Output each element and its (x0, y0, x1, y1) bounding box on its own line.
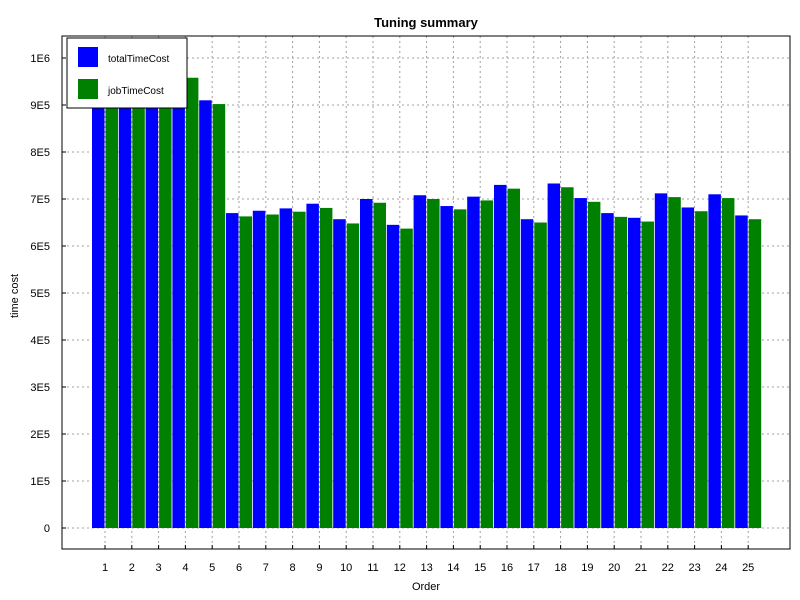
x-tick-label: 14 (447, 562, 459, 574)
x-tick-label: 5 (209, 562, 215, 574)
bar-jobtimecost-25 (748, 219, 762, 528)
bar-jobtimecost-11 (373, 202, 386, 528)
bar-jobtimecost-5 (212, 104, 226, 528)
bar-totaltimecost-7 (252, 210, 266, 528)
x-tick-label: 25 (742, 562, 754, 574)
y-tick-label: 6E5 (30, 241, 50, 253)
legend-label-jobtimecost: jobTimeCost (107, 86, 164, 97)
bar-totaltimecost-23 (681, 207, 695, 528)
bar-totaltimecost-14 (440, 206, 453, 529)
bar-jobtimecost-6 (239, 216, 252, 528)
bar-totaltimecost-9 (306, 203, 319, 528)
y-tick-label: 2E5 (30, 429, 50, 441)
plot-frame (61, 35, 791, 550)
bar-totaltimecost-15 (467, 196, 480, 528)
bar-jobtimecost-14 (453, 209, 467, 528)
bar-jobtimecost-12 (400, 228, 413, 529)
bar-jobtimecost-7 (266, 214, 279, 528)
legend-label-totaltimecost: totalTimeCost (108, 54, 170, 65)
bar-jobtimecost-23 (695, 211, 708, 528)
bar-jobtimecost-20 (614, 216, 628, 529)
x-tick-label: 17 (528, 562, 540, 574)
bar-totaltimecost-4 (172, 83, 185, 528)
bar-totaltimecost-18 (547, 183, 561, 529)
x-tick-label: 20 (608, 562, 620, 574)
x-tick-label: 18 (554, 562, 566, 574)
x-tick-label: 15 (474, 562, 486, 574)
x-tick-label: 10 (340, 562, 352, 574)
bar-jobtimecost-17 (534, 222, 547, 528)
x-tick-label: 23 (688, 562, 700, 574)
bar-totaltimecost-1 (92, 95, 105, 528)
x-axis-label: Order (412, 581, 440, 593)
y-tick-label: 0 (44, 523, 50, 535)
y-tick-label: 4E5 (30, 335, 50, 347)
y-tick-label: 1E5 (30, 476, 50, 488)
x-tick-label: 8 (290, 562, 296, 574)
bar-totaltimecost-8 (279, 208, 293, 528)
bar-jobtimecost-16 (507, 188, 520, 528)
x-tick-label: 19 (581, 562, 593, 574)
bar-jobtimecost-8 (293, 211, 306, 528)
bar-totaltimecost-10 (333, 219, 346, 528)
bar-totaltimecost-17 (520, 219, 534, 528)
bar-jobtimecost-10 (346, 223, 360, 528)
bar-jobtimecost-22 (668, 197, 681, 528)
bar-totaltimecost-22 (654, 193, 668, 529)
bar-jobtimecost-4 (185, 77, 199, 529)
x-tick-label: 12 (394, 562, 406, 574)
bar-totaltimecost-13 (413, 195, 427, 529)
bar-totaltimecost-16 (494, 184, 507, 528)
bar-jobtimecost-21 (641, 221, 654, 528)
y-axis-label: time cost (9, 274, 21, 318)
y-tick-label: 8E5 (30, 147, 50, 159)
bars-layer (92, 77, 762, 529)
chart-title: Tuning summary (374, 15, 479, 30)
bar-jobtimecost-19 (587, 201, 601, 528)
bar-totaltimecost-6 (226, 213, 239, 528)
x-tick-label: 13 (420, 562, 432, 574)
legend-swatch-jobtimecost (78, 79, 98, 99)
bar-jobtimecost-24 (721, 198, 735, 528)
bar-jobtimecost-1 (105, 100, 118, 529)
x-tick-label: 16 (501, 562, 513, 574)
y-tick-label: 7E5 (30, 194, 50, 206)
bar-jobtimecost-15 (480, 200, 494, 528)
y-tick-label: 5E5 (30, 288, 50, 300)
bar-jobtimecost-18 (561, 187, 574, 528)
bar-totaltimecost-5 (199, 100, 212, 529)
bar-jobtimecost-2 (132, 95, 145, 528)
x-tick-label: 9 (316, 562, 322, 574)
bar-totaltimecost-20 (601, 213, 614, 528)
bar-jobtimecost-13 (427, 199, 440, 528)
bar-totaltimecost-2 (118, 90, 132, 529)
bar-totaltimecost-21 (628, 217, 641, 529)
bar-totaltimecost-25 (735, 215, 748, 528)
bar-jobtimecost-9 (319, 207, 333, 528)
y-tick-label: 1E6 (30, 53, 50, 65)
x-tick-label: 7 (263, 562, 269, 574)
bar-totaltimecost-12 (386, 224, 400, 528)
x-tick-label: 4 (182, 562, 188, 574)
legend: totalTimeCost jobTimeCost (66, 37, 188, 109)
x-tick-label: 11 (367, 562, 378, 574)
bar-totaltimecost-24 (708, 194, 721, 529)
bar-totaltimecost-3 (145, 86, 159, 528)
y-tick-label: 9E5 (30, 100, 50, 112)
x-tick-label: 21 (635, 562, 647, 574)
bar-totaltimecost-11 (360, 199, 373, 528)
bar-jobtimecost-3 (159, 90, 172, 529)
x-tick-label: 3 (156, 562, 162, 574)
x-tick-label: 1 (102, 562, 108, 574)
x-tick-label: 6 (236, 562, 242, 574)
x-tick-label: 24 (715, 562, 727, 574)
y-tick-label: 3E5 (30, 382, 50, 394)
legend-swatch-totaltimecost (78, 47, 98, 67)
x-tick-label: 22 (662, 562, 674, 574)
bar-totaltimecost-19 (574, 198, 587, 528)
x-tick-label: 2 (129, 562, 135, 574)
